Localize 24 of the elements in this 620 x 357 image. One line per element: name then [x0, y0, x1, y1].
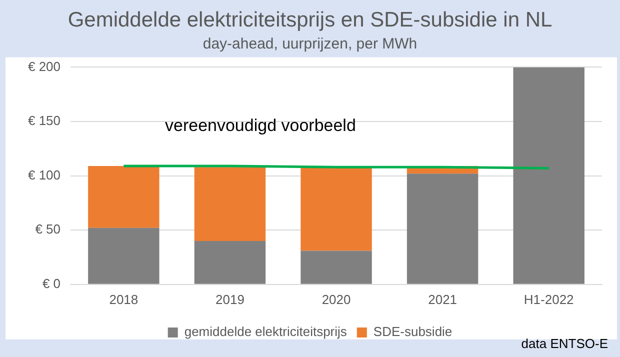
- chart-subtitle: day-ahead, uurprijzen, per MWh: [202, 35, 418, 52]
- y-tick-label: € 100: [28, 167, 61, 182]
- x-tick-label: H1-2022: [524, 292, 574, 307]
- legend-label: gemiddelde elektriciteitsprijs: [184, 324, 348, 340]
- x-tick-label: 2018: [109, 292, 138, 307]
- annotation: vereenvoudigd voorbeeld: [165, 116, 356, 136]
- x-tick-label: 2019: [216, 292, 244, 307]
- y-tick-label: € 0: [42, 276, 61, 291]
- bar: [88, 166, 160, 228]
- text: data ENTSO-E: [521, 336, 608, 351]
- bar: [300, 250, 372, 284]
- bar: [300, 166, 372, 251]
- y-tick-label: € 50: [35, 222, 61, 237]
- bar: [194, 167, 266, 241]
- x-tick-label: 2021: [428, 292, 458, 307]
- legend-label: SDE-subsidie: [373, 324, 452, 340]
- bar: [513, 67, 584, 284]
- bar: [88, 228, 160, 284]
- bar: [406, 174, 478, 284]
- x-tick-label: 2020: [322, 292, 351, 307]
- bar: [194, 240, 266, 284]
- chart-title: Gemiddelde elektriciteitsprijs en SDE-subsidie in NL: [68, 8, 552, 32]
- y-tick-label: € 200: [28, 58, 61, 74]
- y-tick-label: € 150: [28, 113, 61, 128]
